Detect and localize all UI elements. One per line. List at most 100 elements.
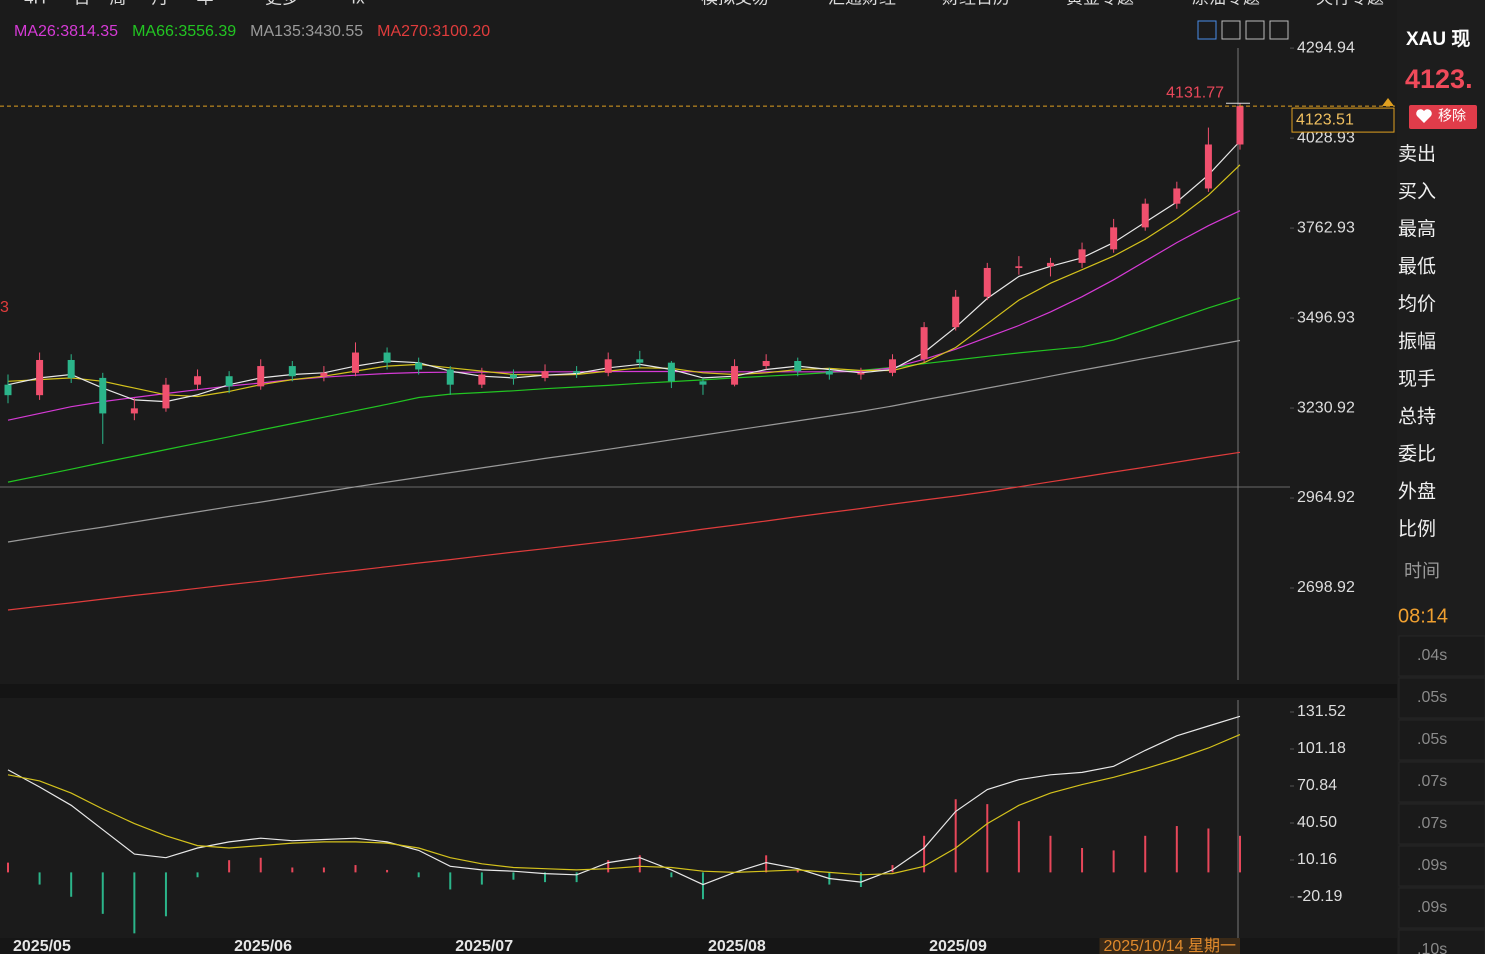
- tick-time: .09s: [1417, 857, 1447, 874]
- candle-body: [667, 362, 675, 382]
- y-tick-label: 131.52: [1297, 703, 1346, 720]
- candle-body: [604, 359, 612, 373]
- toolbar-item[interactable]: fx: [351, 0, 365, 7]
- toolbar-item[interactable]: 周: [110, 0, 127, 7]
- toolbar-item[interactable]: 汇通财经: [828, 0, 896, 7]
- toolbar-item[interactable]: 财经日历: [942, 0, 1010, 7]
- legend-entry: MA26:3814.35: [14, 23, 118, 40]
- candle-body: [383, 352, 391, 363]
- tick-row: [1398, 929, 1485, 954]
- high-label: 4131.77: [1166, 85, 1224, 102]
- toolbar-item[interactable]: 央行专题: [1316, 0, 1384, 7]
- candle-body: [415, 362, 423, 370]
- toolbar-item[interactable]: 模拟交易: [701, 0, 769, 7]
- ma-line: [7, 140, 1241, 403]
- edge-label: 3: [0, 299, 9, 316]
- y-tick-label: 3496.93: [1297, 309, 1355, 326]
- layout-icon[interactable]: [1269, 20, 1289, 40]
- time-value: 08:14: [1398, 605, 1448, 627]
- legend-entry: MA135:3430.55: [250, 23, 363, 40]
- tick-time: .10s: [1417, 941, 1447, 954]
- quote-field: 均价: [1398, 293, 1436, 315]
- tick-row: [1398, 635, 1485, 677]
- candle-body: [573, 371, 581, 373]
- y-tick-label: 2698.92: [1297, 579, 1355, 596]
- crosshair-date-bg: [1099, 938, 1240, 954]
- quote-field: 最高: [1398, 218, 1436, 240]
- price-tag-label: 4123.51: [1296, 111, 1354, 128]
- candle-body: [288, 366, 296, 377]
- y-tick-label: 40.50: [1297, 814, 1337, 831]
- candle-body: [920, 327, 928, 360]
- x-tick-label: 2025/08: [708, 938, 766, 954]
- toolbar-item[interactable]: 日: [74, 0, 91, 7]
- layout-icons[interactable]: [1197, 20, 1289, 40]
- candle-body: [794, 360, 802, 372]
- candle-body: [762, 360, 770, 367]
- candle-body: [1236, 106, 1244, 145]
- candle-body: [1078, 249, 1086, 263]
- layout-icon[interactable]: [1245, 20, 1265, 40]
- ma-line: [7, 164, 1241, 398]
- tick-row: [1398, 677, 1485, 719]
- candle-body: [1204, 144, 1212, 189]
- ma-line: [7, 734, 1241, 876]
- tick-time: .05s: [1417, 689, 1447, 706]
- candle-body: [351, 352, 359, 373]
- toolbar-item[interactable]: 更多: [265, 0, 299, 7]
- legend-entry: MA270:3100.20: [377, 23, 490, 40]
- candle-body: [67, 359, 75, 378]
- candle-body: [731, 366, 739, 385]
- toolbar-item[interactable]: 黄金专题: [1066, 0, 1134, 7]
- toolbar-item[interactable]: 原油专题: [1192, 0, 1260, 7]
- x-tick-label: 2025/09: [929, 938, 987, 954]
- tick-time: .07s: [1417, 815, 1447, 832]
- toolbar-item[interactable]: 4H: [24, 0, 46, 7]
- candle-body: [636, 359, 644, 363]
- tick-time: .04s: [1417, 647, 1447, 664]
- candle-body: [99, 377, 107, 414]
- x-tick-label: 2025/05: [13, 938, 71, 954]
- quote-field: 买入: [1398, 182, 1436, 203]
- candle-body: [194, 376, 202, 385]
- candle-body: [1173, 188, 1181, 204]
- y-tick-label: 4294.94: [1297, 39, 1355, 56]
- tick-time: .05s: [1417, 731, 1447, 748]
- y-tick-label: -20.19: [1297, 888, 1342, 905]
- layout-icon[interactable]: [1221, 20, 1241, 40]
- toolbar-item[interactable]: 月: [152, 0, 169, 7]
- candle-body: [699, 381, 707, 385]
- y-tick-label: 4028.93: [1297, 129, 1355, 146]
- y-tick-label: 70.84: [1297, 777, 1337, 794]
- candle-body: [825, 371, 833, 375]
- legend-entry: MA66:3556.39: [132, 23, 236, 40]
- candle-body: [1110, 227, 1118, 250]
- candle-body: [1015, 266, 1023, 268]
- toolbar-item[interactable]: 年: [197, 0, 214, 7]
- ma-line: [7, 451, 1241, 611]
- candle-body: [889, 359, 897, 373]
- button-label[interactable]: 移除: [1438, 108, 1466, 124]
- candle-body: [1046, 262, 1054, 267]
- candle-body: [225, 376, 233, 387]
- x-tick-label: 2025/06: [234, 938, 292, 954]
- side-price: 4123.: [1405, 64, 1473, 94]
- layout-icon[interactable]: [1197, 20, 1217, 40]
- candle-body: [36, 359, 44, 396]
- quote-field: 振幅: [1398, 331, 1436, 353]
- tick-time: .07s: [1417, 773, 1447, 790]
- ma-line: [7, 715, 1241, 886]
- candle-body: [4, 384, 12, 396]
- tick-time: .09s: [1417, 899, 1447, 916]
- quote-field: 现手: [1398, 368, 1436, 390]
- ma-line: [7, 210, 1241, 421]
- quote-field: 委比: [1398, 443, 1436, 465]
- price-arrow: [1382, 98, 1394, 106]
- candle-body: [478, 374, 486, 385]
- panel-divider: [0, 684, 1397, 698]
- remove-button[interactable]: 移除: [1409, 105, 1477, 129]
- candle-body: [509, 374, 517, 378]
- ma-line: [7, 297, 1241, 483]
